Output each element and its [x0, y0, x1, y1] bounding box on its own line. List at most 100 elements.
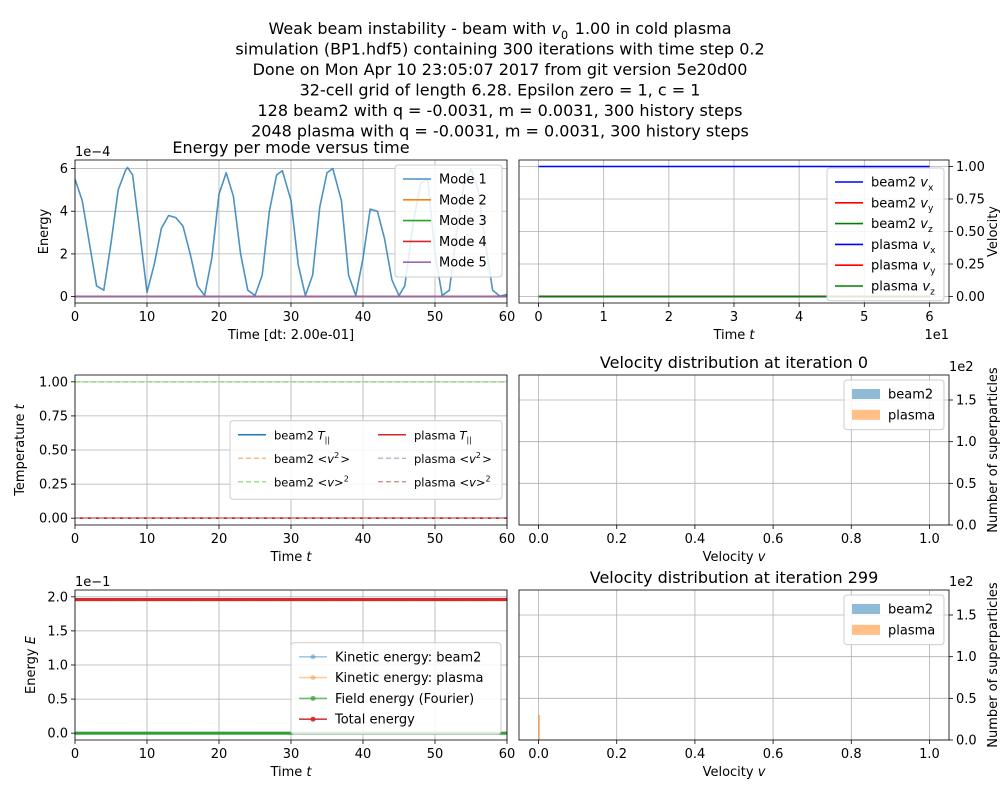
y-tick-label: 1.0: [956, 650, 977, 665]
suptitle-line: simulation (BP1.hdf5) containing 300 ite…: [235, 40, 764, 59]
y-tick-label: 1.00: [39, 375, 68, 390]
x-tick-label: 10: [139, 532, 156, 547]
x-tick-label: 10: [139, 310, 156, 325]
legend-box: [826, 167, 945, 302]
y-tick-label: 1.00: [956, 160, 985, 175]
y-axis-label: Energy E: [24, 635, 39, 694]
legend-label: Mode 3: [439, 214, 487, 229]
legend-label: plasma vz: [871, 280, 936, 298]
x-tick-label: 1: [600, 310, 608, 325]
x-axis-label: Time t: [712, 328, 755, 343]
legend: beam2 T|| beam2 <v2 > beam2 <v>2 plasma T…: [229, 420, 503, 500]
legend-label: beam2 vz: [871, 217, 934, 235]
y-tick-label: 0.5: [956, 477, 977, 492]
legend-box: [229, 420, 503, 500]
x-tick-label: 2: [665, 310, 673, 325]
x-tick-label: 20: [211, 310, 228, 325]
legend-label: Mode 1: [439, 173, 487, 188]
y-tick-label: 0.75: [956, 193, 985, 208]
y-tick-label: 0.25: [956, 258, 985, 273]
legend-marker: [310, 675, 316, 681]
x-tick-label: 30: [283, 747, 300, 762]
axis-offset-text: 1e1: [924, 328, 949, 343]
axes-title: Energy per mode versus time: [172, 138, 409, 157]
legend: beam2 vx beam2 vy beam2 vz plasma vx pla…: [826, 167, 945, 302]
y-tick-label: 0.0: [47, 727, 68, 742]
legend-patch: [852, 409, 880, 420]
axes-frame: [518, 589, 950, 741]
x-tick-label: 0.0: [528, 747, 549, 762]
legend-label: Kinetic energy: plasma: [335, 671, 483, 686]
x-axis-label: Time t: [269, 550, 312, 565]
y-tick-label: 2: [60, 247, 68, 262]
x-tick-label: 20: [211, 747, 228, 762]
y-tick-label: 0.25: [39, 478, 68, 493]
y-axis-label: Temperature t: [13, 403, 28, 496]
y-tick-label: 2.0: [47, 590, 68, 605]
x-tick-label: 5: [860, 310, 868, 325]
x-tick-label: 0.2: [606, 532, 627, 547]
x-tick-label: 50: [427, 310, 444, 325]
legend-label: plasma T||: [414, 428, 473, 444]
legend-label: beam2 T||: [274, 428, 331, 444]
y-tick-label: 0.0: [956, 519, 977, 534]
figure-suptitle: Weak beam instability - beam with v0 1.0…: [235, 19, 764, 141]
series-layer: [75, 381, 507, 519]
series-layer: [538, 715, 541, 740]
y-tick-label: 0: [60, 290, 68, 305]
legend-label: beam2 vx: [871, 176, 935, 194]
legend: Mode 1 Mode 2 Mode 3 Mode 4 Mode 5: [394, 164, 503, 278]
x-tick-label: 30: [283, 310, 300, 325]
axes-velocity-distribution-0: 0.0 0.2 0.4 0.6 0.8 1.0 0.0 0.5 1.0 1.5 1e2 Velocit…: [518, 353, 1000, 565]
x-tick-label: 0.4: [685, 532, 706, 547]
axis-offset-text: 1e−4: [75, 145, 110, 160]
axis-offset-text: 1e−1: [75, 575, 110, 590]
y-axis-label: Energy: [37, 208, 52, 254]
x-tick-label: 50: [427, 747, 444, 762]
x-tick-label: 0: [71, 532, 79, 547]
suptitle-line: 2048 plasma with q = -0.0031, m = 0.0031…: [251, 122, 749, 141]
legend: beam2 plasma: [843, 379, 945, 431]
y-tick-label: 4: [60, 205, 68, 220]
legend-label: beam2 <v>2: [274, 475, 350, 490]
legend-label: Kinetic energy: beam2: [335, 650, 481, 665]
x-tick-label: 40: [355, 310, 372, 325]
x-tick-label: 40: [355, 532, 372, 547]
legend-marker: [310, 716, 316, 722]
x-tick-label: 0: [534, 310, 542, 325]
legend-box: [290, 642, 502, 735]
legend: Kinetic energy: beam2 Kinetic energy: pla…: [290, 642, 502, 735]
legend-label: Total energy: [334, 713, 415, 728]
x-tick-label: 20: [211, 532, 228, 547]
legend-label: plasma: [888, 408, 935, 423]
y-tick-label: 0.50: [39, 444, 68, 459]
x-tick-label: 4: [795, 310, 803, 325]
legend-label: beam2 vy: [871, 196, 935, 214]
y-tick-label: 1.5: [47, 624, 68, 639]
y-tick-label: 6: [60, 162, 68, 177]
legend-label: beam2: [888, 388, 933, 403]
legend-label: plasma <v>2: [414, 475, 492, 490]
x-tick-label: 60: [499, 747, 516, 762]
y-axis-label: Number of superparticles: [986, 582, 1000, 748]
x-tick-label: 0.4: [685, 747, 706, 762]
y-axis-label: Velocity: [986, 206, 1000, 257]
x-tick-label: 1.0: [919, 747, 940, 762]
x-axis-label: Velocity v: [703, 550, 766, 565]
suptitle-line: 32-cell grid of length 6.28. Epsilon zer…: [300, 81, 701, 100]
legend-label: Mode 4: [439, 235, 487, 250]
y-tick-label: 0.0: [956, 734, 977, 749]
x-tick-label: 10: [139, 747, 156, 762]
axes-temperature: 0 10 20 30 40 50 60 0.00 0.25 0.50 0.75 1.00 Time t T…: [13, 374, 515, 565]
axes-title: Velocity distribution at iteration 299: [590, 568, 879, 587]
x-axis-label: Time [dt: 2.00e-01]: [227, 328, 354, 343]
x-tick-label: 40: [355, 747, 372, 762]
legend-label: Mode 2: [439, 193, 487, 208]
series-layer: [75, 166, 507, 298]
x-tick-label: 0.6: [763, 532, 784, 547]
y-tick-label: 0.75: [39, 409, 68, 424]
axes-title: Velocity distribution at iteration 0: [600, 353, 868, 372]
x-tick-label: 0.8: [841, 532, 862, 547]
x-tick-label: 0.8: [841, 747, 862, 762]
